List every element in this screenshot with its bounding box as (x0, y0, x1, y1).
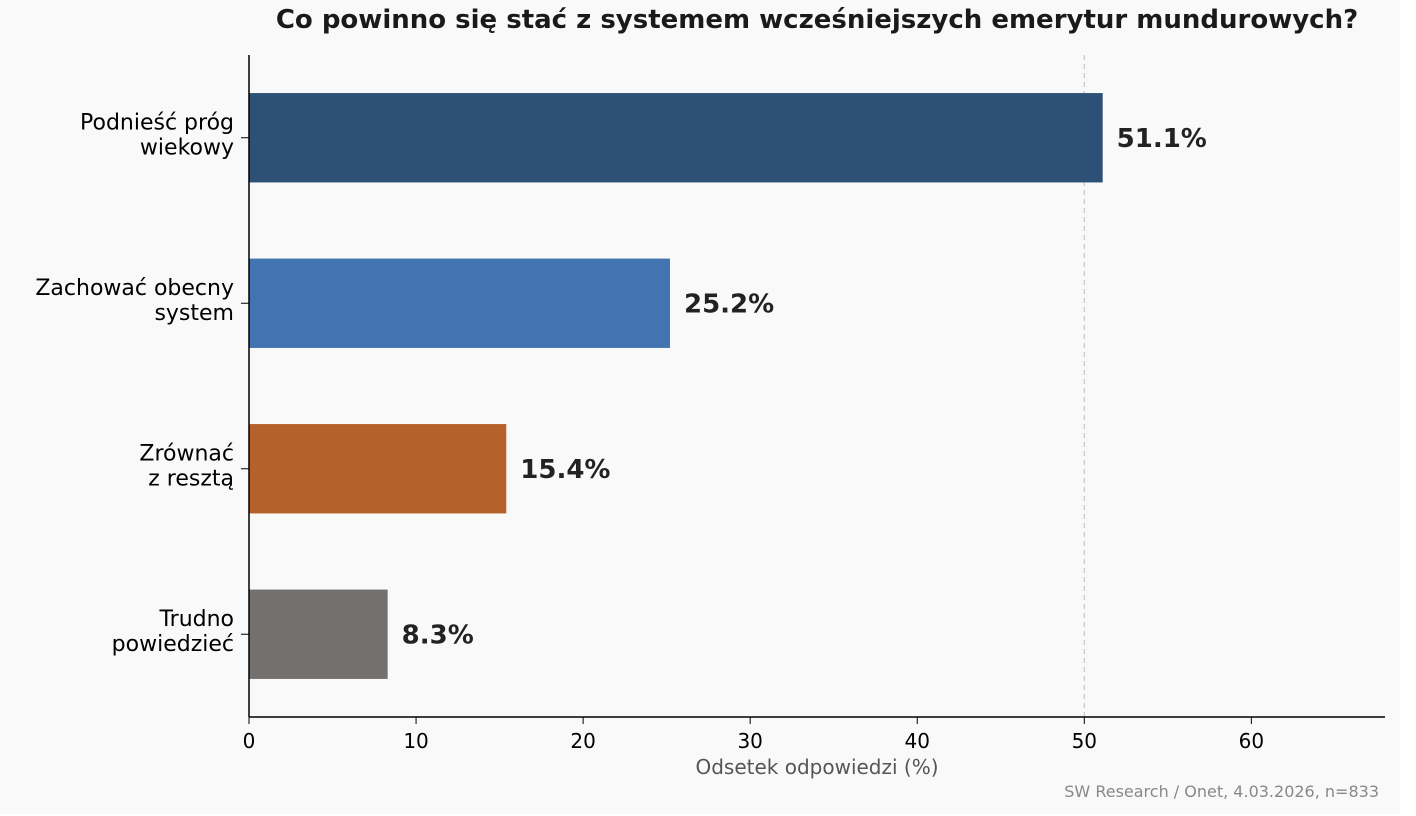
x-axis-label: Odsetek odpowiedzi (%) (695, 755, 938, 779)
bar-3 (249, 424, 507, 514)
category-label-line: Zachować obecny (35, 276, 234, 301)
category-label-line: Podnieść próg (80, 110, 234, 135)
category-label-4: Trudno powiedzieć (112, 607, 234, 657)
x-tick-label-30: 30 (737, 729, 762, 753)
category-label-line: wiekowy (140, 135, 234, 160)
x-tick-label-10: 10 (403, 729, 428, 753)
category-label-2: Zachować obecny system (35, 276, 234, 326)
bar-4 (249, 589, 388, 679)
category-label-line: Zrównać (139, 441, 234, 466)
chart-title: Co powinno się stać z systemem wcześniej… (276, 5, 1358, 35)
value-label-1: 51.1% (1117, 124, 1207, 154)
x-tick-label-60: 60 (1239, 729, 1264, 753)
category-label-line: powiedzieć (112, 632, 234, 657)
x-tick-label-50: 50 (1072, 729, 1097, 753)
value-label-4: 8.3% (402, 620, 474, 650)
category-label-line: z resztą (148, 466, 234, 491)
source-note: SW Research / Onet, 4.03.2026, n=833 (1064, 782, 1379, 801)
category-label-line: Trudno (158, 607, 234, 632)
category-label-1: Podnieść próg wiekowy (80, 110, 234, 160)
x-tick-label-0: 0 (243, 729, 256, 753)
value-label-3: 15.4% (520, 455, 610, 485)
bar-1 (249, 93, 1103, 183)
bar-2 (249, 258, 670, 348)
x-tick-label-40: 40 (905, 729, 930, 753)
category-label-line: system (154, 301, 234, 326)
x-tick-label-20: 20 (570, 729, 595, 753)
category-label-3: Zrównać z resztą (139, 441, 234, 491)
value-label-2: 25.2% (684, 289, 774, 319)
plot-area: 51.1% Podnieść próg wiekowy 25.2% Zachować o… (35, 55, 1385, 753)
